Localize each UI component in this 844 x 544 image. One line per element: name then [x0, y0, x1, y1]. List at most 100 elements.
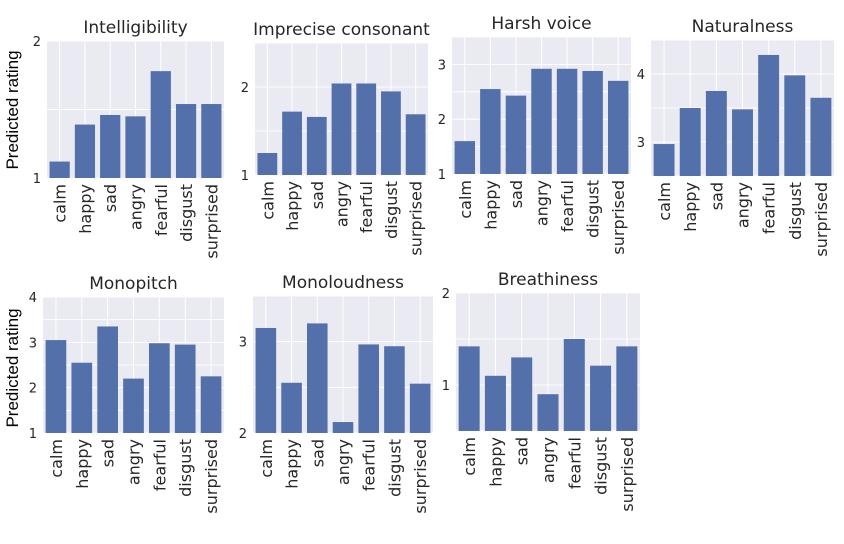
y-tick-label: 4 [637, 68, 645, 83]
bar-surprised [409, 383, 431, 433]
x-tick-label-disgust: disgust [176, 439, 195, 497]
x-tick-label-happy: happy [283, 181, 302, 231]
bar-angry [125, 116, 146, 178]
x-tick-label-happy: happy [73, 439, 92, 489]
bar-disgust [381, 91, 401, 175]
x-tick-label-sad: sad [513, 437, 532, 465]
y-tick-label: 2 [241, 81, 249, 96]
y-tick-label: 3 [239, 336, 247, 351]
x-tick-label-disgust: disgust [592, 437, 611, 495]
bar-calm [255, 327, 277, 433]
x-tick-label-happy: happy [481, 180, 500, 230]
bar-fearful [356, 83, 377, 175]
x-tick-label-angry: angry [539, 437, 558, 483]
bar-angry [732, 109, 753, 176]
bar-angry [123, 378, 144, 433]
y-tick-label: 2 [438, 113, 446, 128]
x-tick-label-surprised: surprised [618, 437, 637, 512]
bar-sad [100, 114, 121, 178]
subplot-title: Intelligibility [83, 18, 187, 38]
y-tick-label: 3 [438, 58, 446, 73]
x-tick-label-calm: calm [47, 439, 66, 478]
bar-happy [282, 111, 302, 175]
x-tick-label-happy: happy [486, 437, 505, 487]
x-tick-label-calm: calm [456, 180, 475, 219]
x-tick-label-disgust: disgust [385, 439, 404, 497]
y-axis-label-row2: Predicted rating [3, 308, 22, 427]
x-tick-label-sad: sad [99, 439, 118, 467]
x-tick-label-fearful: fearful [357, 181, 376, 233]
x-tick-label-disgust: disgust [584, 180, 603, 238]
bar-fearful [758, 54, 780, 176]
bar-angry [537, 394, 559, 431]
bar-angry [531, 68, 552, 174]
x-tick-label-fearful: fearful [360, 439, 379, 491]
x-tick-label-surprised: surprised [202, 439, 221, 514]
bar-fearful [556, 68, 578, 174]
x-tick-label-sad: sad [101, 184, 120, 212]
bar-disgust [784, 75, 806, 176]
bar-fearful [563, 339, 585, 431]
bar-surprised [810, 97, 832, 176]
subplot-7: 1 2 calm happy sad angry fearful disgust surpris… [442, 270, 640, 512]
x-tick-label-surprised: surprised [812, 182, 831, 257]
subplot-title: Harsh voice [491, 14, 591, 34]
bar-calm [458, 346, 480, 431]
x-tick-label-happy: happy [76, 184, 95, 234]
bar-calm [257, 153, 278, 175]
bar-sad [505, 95, 527, 174]
x-tick-label-calm: calm [51, 184, 70, 223]
bar-happy [281, 382, 302, 433]
subplot-4: 3 4 calm happy sad angry fearful disgust surpris… [637, 17, 834, 257]
bar-disgust [174, 344, 196, 433]
bar-sad [306, 116, 327, 175]
bar-fearful [150, 71, 171, 178]
bar-happy [74, 124, 96, 178]
x-tick-label-surprised: surprised [407, 181, 426, 256]
subplots: 1 2 calm happy sad angry fearful disgust surpris… [29, 14, 834, 514]
x-tick-label-surprised: surprised [411, 439, 430, 514]
bar-disgust [175, 104, 197, 178]
y-tick-label: 1 [438, 168, 446, 183]
x-tick-label-calm: calm [258, 181, 277, 220]
subplot-3: 1 2 3 calm happy sad angry fearful disgust surpri… [438, 14, 631, 255]
bar-happy [480, 89, 501, 174]
x-tick-label-disgust: disgust [382, 181, 401, 239]
x-tick-label-sad: sad [308, 181, 327, 209]
y-tick-label: 1 [33, 172, 41, 187]
x-tick-label-surprised: surprised [202, 184, 221, 259]
subplot-6: 2 3 calm happy sad angry fearful disgust surpris… [239, 273, 433, 514]
bar-angry [331, 83, 352, 175]
subplot-2: 1 2 calm happy sad angry fearful disgust surpris… [241, 20, 430, 256]
x-tick-label-angry: angry [734, 182, 753, 228]
bar-fearful [358, 344, 379, 433]
x-tick-label-sad: sad [507, 180, 526, 208]
bar-fearful [149, 343, 170, 433]
bar-disgust [590, 365, 612, 431]
x-tick-label-fearful: fearful [152, 184, 171, 236]
bar-sad [705, 91, 727, 176]
bar-happy [484, 375, 506, 431]
bar-angry [332, 422, 354, 433]
x-tick-label-angry: angry [533, 180, 552, 226]
bar-disgust [384, 346, 405, 433]
x-tick-label-fearful: fearful [150, 439, 169, 491]
bar-surprised [201, 104, 222, 178]
x-tick-label-happy: happy [681, 182, 700, 232]
y-tick-label: 2 [442, 287, 450, 302]
x-tick-label-calm: calm [655, 182, 674, 221]
bar-calm [653, 144, 675, 176]
bar-calm [45, 340, 67, 433]
y-tick-label: 1 [241, 169, 249, 184]
x-tick-label-angry: angry [127, 184, 146, 230]
bar-surprised [405, 114, 426, 175]
subplot-title: Naturalness [692, 17, 794, 37]
bar-calm [454, 141, 476, 174]
y-tick-label: 2 [239, 427, 247, 442]
bar-sad [511, 357, 533, 431]
y-tick-label: 2 [29, 382, 37, 397]
x-tick-label-disgust: disgust [786, 182, 805, 240]
y-tick-label: 1 [29, 427, 37, 442]
subplot-5: 1 2 3 4 calm happy sad angry fearful disgust surpr… [29, 274, 224, 514]
bar-calm [49, 161, 70, 178]
